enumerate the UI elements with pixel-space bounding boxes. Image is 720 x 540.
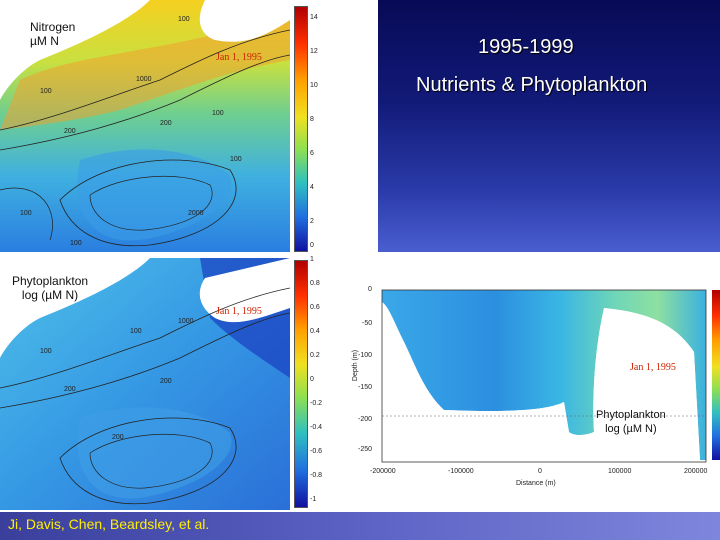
y-tick: -200	[358, 416, 373, 423]
section-label: Phytoplankton log (µM N)	[596, 408, 666, 436]
section-plot-field	[381, 289, 707, 463]
section-date: Jan 1, 1995	[630, 362, 676, 373]
contour-label: 200	[112, 434, 124, 441]
x-tick: -100000	[448, 468, 474, 475]
section-xlabel: Distance (m)	[516, 480, 556, 487]
phytoplankton-label-title: Phytoplankton	[12, 274, 89, 288]
y-tick: -250	[358, 446, 373, 453]
section-colorbar	[712, 290, 720, 460]
contour-label: 100	[130, 328, 142, 335]
y-tick: -150	[358, 384, 373, 391]
phytoplankton-label-unit: log (µM N)	[21, 288, 79, 302]
colorbar-tick: -0.2	[310, 400, 323, 407]
slide-title-subtitle: Nutrients & Phytoplankton	[416, 74, 648, 96]
section-label-unit: log (µM N)	[605, 423, 657, 435]
nitrogen-map-field	[0, 0, 290, 252]
colorbar-tick: 0	[310, 242, 314, 249]
colorbar-tick: -0.6	[310, 448, 323, 455]
contour-label: 100	[178, 16, 190, 23]
phytoplankton-date: Jan 1, 1995	[216, 306, 262, 317]
colorbar-tick: 12	[310, 48, 318, 55]
section-label-title: Phytoplankton	[596, 409, 666, 421]
footer-bar	[0, 512, 720, 540]
nitrogen-label: Nitrogen µM N	[30, 20, 75, 48]
colorbar-tick: 2	[310, 218, 314, 225]
phytoplankton-map: Phytoplankton log (µM N) Jan 1, 1995 100…	[0, 258, 290, 510]
colorbar-tick: 14	[310, 14, 318, 21]
nitrogen-colorbar-ticks: 14 12 10 8 6 4 2 0	[310, 14, 330, 250]
colorbar-tick: 0.4	[310, 328, 320, 335]
colorbar-tick: -0.8	[310, 472, 323, 479]
nitrogen-colorbar	[294, 6, 308, 252]
y-tick: -100	[358, 352, 373, 359]
contour-label: 2000	[188, 210, 204, 217]
contour-label: 200	[160, 378, 172, 385]
y-tick: 0	[368, 286, 372, 293]
nitrogen-date: Jan 1, 1995	[216, 52, 262, 63]
colorbar-tick: 0.6	[310, 304, 320, 311]
title-background	[378, 0, 720, 252]
author-credit: Ji, Davis, Chen, Beardsley, et al.	[8, 516, 210, 532]
colorbar-tick: -1	[310, 496, 317, 503]
contour-label: 200	[64, 128, 76, 135]
nitrogen-map: Nitrogen µM N Jan 1, 1995 100 100 200 20…	[0, 0, 290, 252]
phytoplankton-map-field	[0, 258, 290, 510]
contour-label: 100	[40, 348, 52, 355]
colorbar-tick: 0.2	[310, 352, 320, 359]
section-plot: Depth (m) 0 -50 -100 -150 -200 -250 -200…	[344, 282, 720, 498]
contour-label: 100	[40, 88, 52, 95]
contour-label: 100	[20, 210, 32, 217]
colorbar-tick: 0	[310, 376, 314, 383]
contour-label: 100	[70, 240, 82, 247]
nitrogen-label-unit: µM N	[30, 34, 59, 48]
contour-label: 1000	[178, 318, 194, 325]
y-tick: -50	[362, 320, 373, 327]
colorbar-tick: 0.8	[310, 280, 320, 287]
nitrogen-label-title: Nitrogen	[30, 20, 76, 34]
colorbar-tick: -0.4	[310, 424, 323, 431]
phytoplankton-colorbar	[294, 260, 308, 508]
x-tick: 100000	[608, 468, 632, 475]
phytoplankton-label: Phytoplankton log (µM N)	[12, 274, 88, 302]
contour-label: 200	[64, 386, 76, 393]
colorbar-tick: 1	[310, 256, 314, 263]
contour-label: 200	[160, 120, 172, 127]
colorbar-tick: 10	[310, 82, 318, 89]
colorbar-tick: 8	[310, 116, 314, 123]
x-tick: 200000	[684, 468, 708, 475]
x-tick: 0	[538, 468, 542, 475]
contour-label: 1000	[136, 76, 152, 83]
colorbar-tick: 6	[310, 150, 314, 157]
slide-title-years: 1995-1999	[478, 36, 574, 58]
contour-label: 100	[230, 156, 242, 163]
x-tick: -200000	[370, 468, 396, 475]
contour-label: 100	[212, 110, 224, 117]
colorbar-tick: 4	[310, 184, 314, 191]
phytoplankton-colorbar-ticks: 1 0.8 0.6 0.4 0.2 0 -0.2 -0.4 -0.6 -0.8 …	[310, 256, 336, 506]
